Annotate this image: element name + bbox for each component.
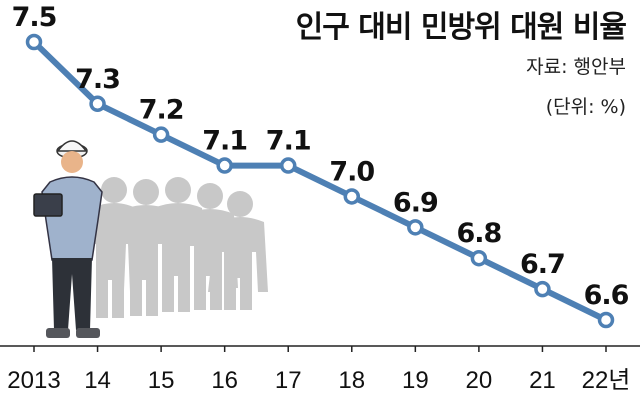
workers-illustration [33, 140, 268, 338]
x-tick-label: 17 [275, 367, 302, 394]
data-label: 7.2 [139, 95, 184, 126]
data-point [407, 219, 424, 236]
data-point [152, 126, 170, 143]
x-tick-label: 14 [84, 367, 111, 394]
data-label: 6.7 [520, 249, 565, 280]
x-tick-label: 21 [529, 367, 556, 394]
unit-note: (단위: %) [545, 96, 626, 118]
x-tick-label: 2013 [7, 367, 60, 394]
data-label: 6.9 [393, 187, 438, 218]
data-point [89, 95, 106, 113]
value-labels: 7.5 7.3 7.2 7.1 7.1 7.0 6.9 6.8 6.7 6.6 [12, 2, 630, 311]
x-tick-label: 19 [402, 367, 429, 394]
data-label: 7.5 [12, 2, 57, 33]
x-tick-label: 22년 [582, 367, 631, 394]
data-label: 7.1 [266, 126, 311, 157]
x-ticks [33, 346, 607, 352]
x-tick-label: 20 [466, 367, 493, 394]
data-point [534, 280, 551, 298]
data-point [279, 157, 297, 174]
x-tick-label: 18 [338, 367, 365, 394]
data-point [597, 311, 615, 329]
data-point [470, 249, 488, 267]
series-markers [25, 33, 615, 329]
x-tick-labels: 2013 14 15 16 17 18 19 20 21 22년 [7, 367, 630, 394]
x-tick-label: 15 [148, 367, 175, 394]
data-label: 7.3 [75, 64, 120, 95]
source-note: 자료: 행안부 [526, 56, 626, 78]
data-point [25, 33, 43, 51]
data-label: 7.0 [329, 156, 374, 187]
chart-title: 인구 대비 민방위 대원 비율 [295, 10, 627, 45]
data-label: 7.1 [202, 126, 247, 157]
data-point [343, 188, 361, 205]
data-label: 6.8 [456, 218, 501, 249]
x-tick-label: 16 [211, 367, 238, 394]
data-label: 6.6 [584, 280, 629, 311]
series-line [31, 39, 608, 323]
data-point [216, 157, 233, 174]
